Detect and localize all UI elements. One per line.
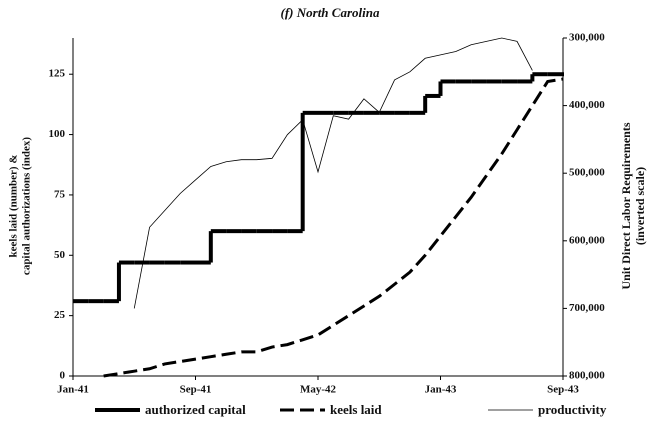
x-tick-label: Sep-41 [180, 384, 212, 396]
y2-tick-label: 700,000 [569, 302, 605, 314]
legend-label: authorized capital [145, 402, 246, 417]
y-tick-label: 0 [60, 370, 66, 382]
x-tick-label: Jan-43 [425, 384, 457, 396]
y2-axis-title: Unit Direct Labor Requirements [619, 122, 633, 289]
x-tick-label: May-42 [300, 384, 337, 396]
y2-tick-label: 600,000 [569, 234, 605, 246]
y-tick-label: 100 [49, 128, 66, 140]
chart-title: (f) North Carolina [281, 5, 380, 20]
y-axis-title: capital authorizations (index) [21, 137, 33, 275]
y2-tick-label: 300,000 [569, 32, 605, 44]
y-tick-label: 125 [49, 68, 66, 80]
y-tick-label: 50 [54, 249, 66, 261]
y-axis-title: keels laid (number) & [8, 155, 20, 258]
legend-label: productivity [538, 402, 607, 417]
y-tick-label: 75 [54, 188, 66, 200]
y2-axis-title: (inverted scale) [633, 167, 647, 245]
series-line [103, 77, 564, 378]
legend-label: keels laid [330, 402, 382, 417]
x-tick-label: Sep-43 [547, 384, 579, 396]
x-tick-label: Jan-41 [57, 384, 89, 396]
series-line [133, 37, 533, 309]
y-tick-label: 25 [54, 309, 66, 321]
y2-tick-label: 500,000 [569, 167, 605, 179]
y2-tick-label: 800,000 [569, 370, 605, 382]
y2-tick-label: 400,000 [569, 99, 605, 111]
